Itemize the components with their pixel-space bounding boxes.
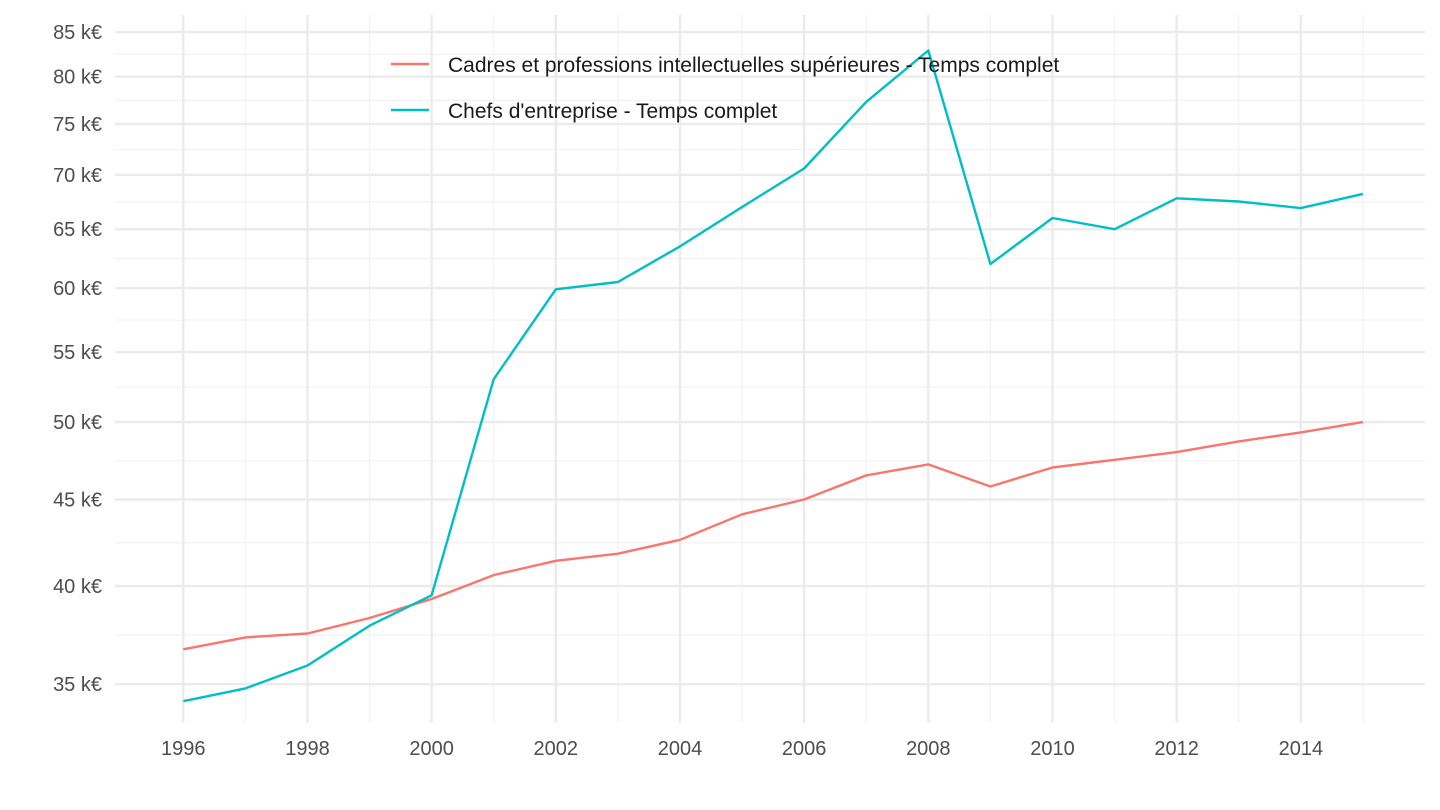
y-tick-label: 85 k€: [53, 22, 102, 44]
y-tick-label: 80 k€: [53, 67, 102, 89]
legend-label-1: Cadres et professions intellectuelles su…: [448, 54, 1059, 77]
y-tick-label: 65 k€: [53, 219, 102, 241]
y-tick-label: 40 k€: [53, 576, 102, 598]
series-line-1: [183, 420, 1364, 651]
y-tick-label: 35 k€: [53, 674, 102, 696]
x-tick-label: 2002: [534, 738, 579, 760]
legend: Cadres et professions intellectuelles su…: [391, 54, 1059, 123]
series-layer: [183, 49, 1364, 703]
x-tick-label: 2010: [1030, 738, 1075, 760]
y-tick-label: 75 k€: [53, 114, 102, 136]
y-tick-label: 45 k€: [53, 489, 102, 511]
y-axis: 35 k€ 40 k€ 45 k€ 50 k€ 55 k€ 60 k€ 65 k€ 70 k€…: [53, 22, 102, 696]
y-tick-label: 60 k€: [53, 278, 102, 300]
grid-lines: [115, 15, 1425, 723]
series-line-2: [183, 49, 1364, 703]
x-axis: 1996 1998 2000 2002 2004 2006 2008 2010 2012 2014: [161, 738, 1323, 760]
x-tick-label: 1998: [285, 738, 330, 760]
y-tick-label: 70 k€: [53, 165, 102, 187]
x-tick-label: 2008: [906, 738, 951, 760]
legend-label-2: Chefs d'entreprise - Temps complet: [448, 100, 777, 123]
x-tick-label: 2006: [782, 738, 827, 760]
x-tick-label: 1996: [161, 738, 206, 760]
x-tick-label: 2012: [1154, 738, 1199, 760]
y-tick-label: 55 k€: [53, 342, 102, 364]
x-tick-label: 2000: [409, 738, 454, 760]
x-tick-label: 2014: [1279, 738, 1324, 760]
x-tick-label: 2004: [658, 738, 703, 760]
y-tick-label: 50 k€: [53, 412, 102, 434]
